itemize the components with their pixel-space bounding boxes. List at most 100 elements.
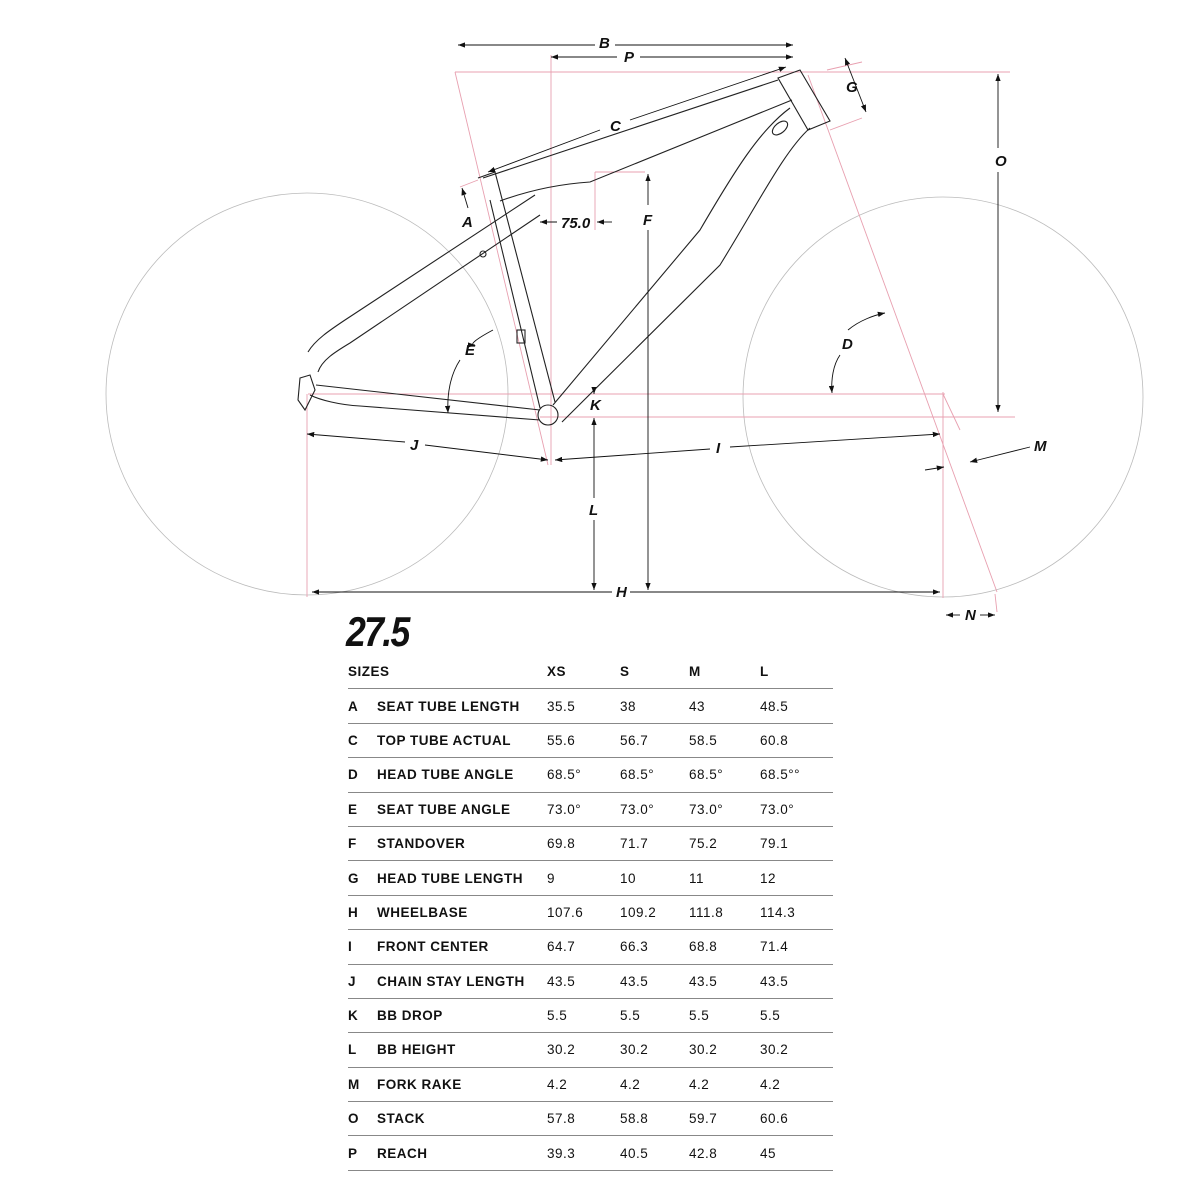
row-value: 57.8 bbox=[547, 1101, 620, 1137]
row-name: FRONT CENTER bbox=[377, 929, 547, 965]
table-row: F STANDOVER 69.8 71.7 75.2 79.1 bbox=[348, 826, 833, 862]
row-value: 10 bbox=[620, 860, 689, 896]
head-tube bbox=[777, 69, 831, 131]
row-value: 68.5° bbox=[689, 757, 760, 793]
label-E: E bbox=[465, 342, 476, 359]
row-value: 58.8 bbox=[620, 1101, 689, 1137]
label-J: J bbox=[410, 437, 419, 454]
row-value: 4.2 bbox=[620, 1067, 689, 1103]
row-value: 75.2 bbox=[689, 826, 760, 862]
label-I: I bbox=[716, 440, 721, 457]
row-name: BB DROP bbox=[377, 998, 547, 1034]
label-N: N bbox=[965, 607, 977, 624]
geometry-table: SIZES XS S M L A SEAT TUBE LENGTH 35.5 38 43… bbox=[348, 655, 833, 1171]
row-value: 4.2 bbox=[689, 1067, 760, 1103]
row-value: 66.3 bbox=[620, 929, 689, 965]
row-value: 56.7 bbox=[620, 723, 689, 759]
table-row: L BB HEIGHT 30.2 30.2 30.2 30.2 bbox=[348, 1032, 833, 1068]
label-C: C bbox=[610, 118, 622, 135]
table-row: G HEAD TUBE LENGTH 9 10 11 12 bbox=[348, 860, 833, 896]
geometry-diagram: B P C G O A 75.0 F E D K J I M L H N bbox=[105, 35, 1144, 624]
row-key: E bbox=[348, 792, 377, 827]
row-value: 60.8 bbox=[760, 723, 833, 759]
seat-tube bbox=[477, 171, 556, 409]
header-xs: XS bbox=[547, 655, 620, 690]
row-key: K bbox=[348, 998, 377, 1034]
label-K: K bbox=[590, 397, 602, 414]
table-row: E SEAT TUBE ANGLE 73.0° 73.0° 73.0° 73.0° bbox=[348, 792, 833, 827]
row-key: L bbox=[348, 1032, 377, 1068]
row-name: REACH bbox=[377, 1135, 547, 1171]
row-name: FORK RAKE bbox=[377, 1067, 547, 1103]
bike-frame bbox=[297, 69, 831, 426]
table-row: M FORK RAKE 4.2 4.2 4.2 4.2 bbox=[348, 1067, 833, 1103]
dimension-labels: B P C G O A 75.0 F E D K J I M L H N bbox=[410, 35, 1047, 624]
row-value: 4.2 bbox=[547, 1067, 620, 1103]
label-angle: 75.0 bbox=[561, 215, 591, 232]
table-row: H WHEELBASE 107.6 109.2 111.8 114.3 bbox=[348, 895, 833, 931]
table-header: SIZES XS S M L bbox=[348, 655, 833, 690]
rear-dropout bbox=[297, 374, 316, 412]
row-value: 39.3 bbox=[547, 1135, 620, 1171]
label-O: O bbox=[995, 153, 1007, 170]
label-H: H bbox=[616, 584, 628, 601]
row-value: 43 bbox=[689, 688, 760, 724]
row-value: 68.8 bbox=[689, 929, 760, 965]
row-name: SEAT TUBE LENGTH bbox=[377, 688, 547, 724]
row-value: 5.5 bbox=[620, 998, 689, 1034]
header-sizes: SIZES bbox=[348, 655, 547, 690]
row-value: 5.5 bbox=[547, 998, 620, 1034]
row-value: 43.5 bbox=[760, 964, 833, 999]
row-value: 48.5 bbox=[760, 688, 833, 724]
row-key: H bbox=[348, 895, 377, 931]
table-row: K BB DROP 5.5 5.5 5.5 5.5 bbox=[348, 998, 833, 1034]
row-value: 5.5 bbox=[689, 998, 760, 1034]
label-M: M bbox=[1034, 438, 1047, 455]
row-value: 30.2 bbox=[547, 1032, 620, 1068]
row-value: 64.7 bbox=[547, 929, 620, 965]
row-value: 5.5 bbox=[760, 998, 833, 1034]
row-value: 59.7 bbox=[689, 1101, 760, 1137]
row-name: BB HEIGHT bbox=[377, 1032, 547, 1068]
row-value: 55.6 bbox=[547, 723, 620, 759]
row-value: 35.5 bbox=[547, 688, 620, 724]
row-value: 114.3 bbox=[760, 895, 833, 931]
row-name: HEAD TUBE LENGTH bbox=[377, 860, 547, 896]
label-G: G bbox=[846, 79, 858, 96]
row-value: 9 bbox=[547, 860, 620, 896]
row-key: D bbox=[348, 757, 377, 793]
row-value: 71.4 bbox=[760, 929, 833, 965]
row-value: 79.1 bbox=[760, 826, 833, 862]
row-name: HEAD TUBE ANGLE bbox=[377, 757, 547, 793]
down-tube bbox=[552, 107, 811, 423]
row-name: SEAT TUBE ANGLE bbox=[377, 792, 547, 827]
row-value: 12 bbox=[760, 860, 833, 896]
row-key: J bbox=[348, 964, 377, 999]
row-value: 42.8 bbox=[689, 1135, 760, 1171]
row-name: STACK bbox=[377, 1101, 547, 1137]
row-value: 71.7 bbox=[620, 826, 689, 862]
row-value: 30.2 bbox=[689, 1032, 760, 1068]
row-value: 38 bbox=[620, 688, 689, 724]
row-name: TOP TUBE ACTUAL bbox=[377, 723, 547, 759]
bottom-bracket bbox=[537, 404, 559, 426]
row-key: G bbox=[348, 860, 377, 896]
row-value: 111.8 bbox=[689, 895, 760, 931]
row-value: 40.5 bbox=[620, 1135, 689, 1171]
label-F: F bbox=[643, 212, 653, 229]
row-value: 43.5 bbox=[689, 964, 760, 999]
row-key: A bbox=[348, 688, 377, 724]
row-value: 73.0° bbox=[620, 792, 689, 827]
row-value: 43.5 bbox=[620, 964, 689, 999]
row-value: 30.2 bbox=[620, 1032, 689, 1068]
table-row: P REACH 39.3 40.5 42.8 45 bbox=[348, 1135, 833, 1171]
row-value: 58.5 bbox=[689, 723, 760, 759]
row-value: 73.0° bbox=[760, 792, 833, 827]
row-value: 43.5 bbox=[547, 964, 620, 999]
guide-lines bbox=[306, 55, 1015, 613]
seat-stay bbox=[307, 194, 541, 373]
row-value: 68.5° bbox=[547, 757, 620, 793]
row-value: 109.2 bbox=[620, 895, 689, 931]
label-D: D bbox=[842, 336, 853, 353]
row-value: 73.0° bbox=[689, 792, 760, 827]
